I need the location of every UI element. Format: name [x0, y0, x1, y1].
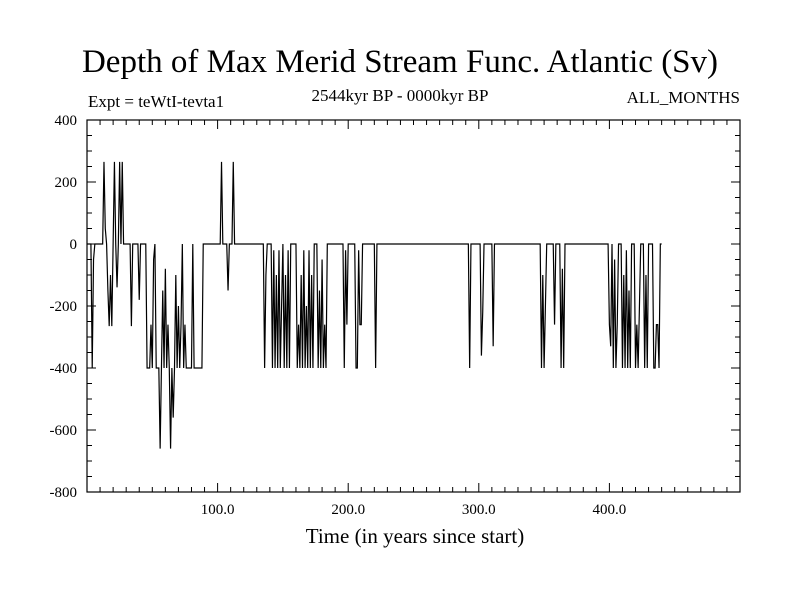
chart-subtitle: 2544kyr BP - 0000kyr BP	[311, 86, 489, 105]
x-tick-label: 300.0	[462, 502, 496, 518]
y-tick-label: 0	[70, 237, 78, 253]
y-tick-label: 200	[55, 175, 78, 191]
x-tick-label: 200.0	[331, 502, 365, 518]
y-tick-label: -600	[50, 423, 78, 439]
y-tick-label: -400	[50, 361, 78, 377]
y-tick-label: 400	[55, 113, 78, 129]
x-tick-label: 100.0	[201, 502, 235, 518]
y-tick-label: -200	[50, 299, 78, 315]
x-axis-label: Time (in years since start)	[305, 524, 525, 548]
x-tick-label: 400.0	[593, 502, 627, 518]
plot-frame	[86, 119, 741, 493]
series-line	[87, 161, 662, 449]
y-tick-label: -800	[50, 485, 78, 501]
chart-title: Depth of Max Merid Stream Func. Atlantic…	[81, 44, 719, 80]
experiment-label: Expt = teWtI-tevta1	[88, 92, 225, 111]
months-label: ALL_MONTHS	[626, 88, 740, 107]
